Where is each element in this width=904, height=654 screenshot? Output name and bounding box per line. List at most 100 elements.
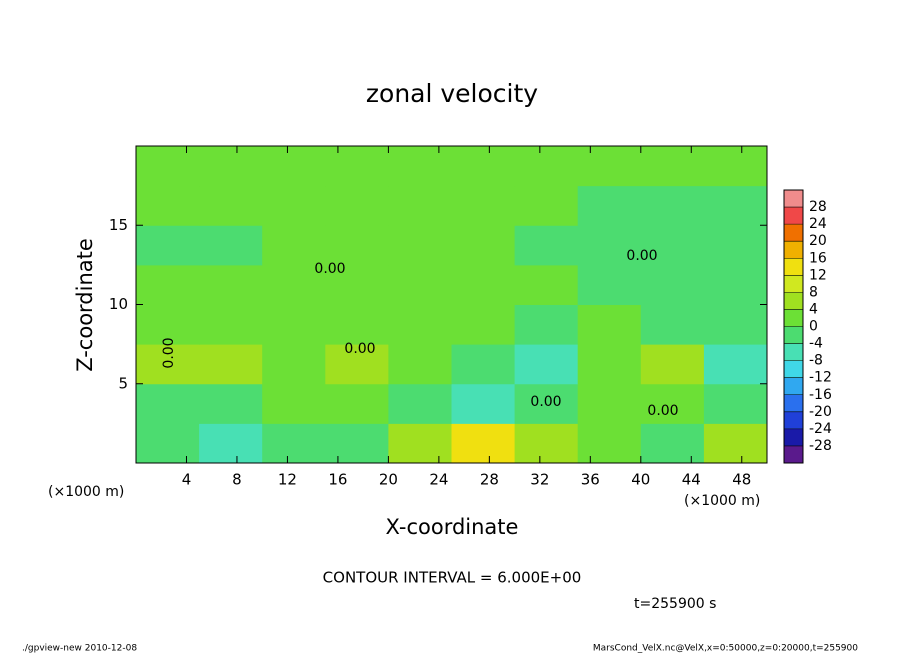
- colorbar-label: 12: [809, 267, 827, 283]
- field-cell: [577, 225, 642, 266]
- field-cell: [451, 264, 516, 305]
- x-tick-label: 12: [278, 471, 297, 489]
- field-cell: [703, 383, 768, 424]
- field-cell: [514, 344, 579, 385]
- field-cell: [577, 423, 642, 464]
- y-tick-label: 10: [109, 295, 128, 313]
- field-cell: [199, 264, 263, 305]
- field-cell: [577, 185, 642, 226]
- field-cell: [451, 304, 516, 345]
- field-cell: [325, 146, 389, 187]
- x-tick-label: 20: [379, 471, 398, 489]
- x-tick-label: 36: [581, 471, 600, 489]
- colorbar-swatch: [784, 309, 803, 327]
- colorbar-swatch: [784, 428, 803, 446]
- field-cell: [136, 225, 200, 266]
- x-tick-label: 16: [328, 471, 347, 489]
- field-cell: [136, 264, 200, 305]
- field-cell: [325, 185, 389, 226]
- field-cell: [640, 225, 705, 266]
- field-cell: [514, 146, 579, 187]
- colorbar-swatch: [784, 190, 803, 208]
- colorbar-swatch: [784, 292, 803, 310]
- x-unit: (×1000 m): [684, 493, 760, 509]
- field-cell: [199, 304, 263, 345]
- field-cell: [703, 264, 768, 305]
- field-cell: [136, 383, 200, 424]
- field-cell: [388, 304, 452, 345]
- field-cell: [703, 185, 768, 226]
- field-cell: [514, 304, 579, 345]
- field-cell: [199, 344, 263, 385]
- field-cell: [136, 344, 200, 385]
- field-cell: [262, 185, 326, 226]
- field-cell: [136, 304, 200, 345]
- colorbar-label: -8: [809, 353, 823, 369]
- field-cell: [325, 264, 389, 305]
- contour-label: 0.00: [626, 248, 657, 264]
- field-cell: [262, 344, 326, 385]
- colorbar-label: -4: [809, 336, 823, 352]
- colorbar-label: 0: [809, 319, 818, 335]
- field-cell: [262, 264, 326, 305]
- x-tick-label: 40: [631, 471, 650, 489]
- field-cell: [640, 146, 705, 187]
- field-cell: [640, 383, 705, 424]
- field-cell: [577, 344, 642, 385]
- colorbar-swatch: [784, 411, 803, 429]
- field-cell: [325, 225, 389, 266]
- field-cell: [325, 423, 389, 464]
- chart-title: zonal velocity: [366, 79, 538, 108]
- field-cell: [514, 383, 579, 424]
- field-cell: [703, 344, 768, 385]
- field-cell: [325, 383, 389, 424]
- colorbar-label: 16: [809, 250, 827, 266]
- field-cell: [388, 185, 452, 226]
- y-unit: (×1000 m): [48, 484, 124, 500]
- colorbar-swatch: [784, 394, 803, 412]
- colorbar-label: -16: [809, 387, 832, 403]
- field-cell: [703, 304, 768, 345]
- field-cell: [514, 185, 579, 226]
- field-cell: [262, 423, 326, 464]
- field-cell: [451, 185, 516, 226]
- colorbar-label: -12: [809, 370, 832, 386]
- colorbar-swatch: [784, 275, 803, 293]
- field-cell: [262, 304, 326, 345]
- x-tick-label: 32: [530, 471, 549, 489]
- contour-label: 0.00: [344, 341, 375, 357]
- colorbar-label: -28: [809, 438, 832, 454]
- field-cell: [640, 264, 705, 305]
- field-cell: [388, 344, 452, 385]
- field-cell: [199, 146, 263, 187]
- field-cell: [388, 146, 452, 187]
- field-cell: [199, 383, 263, 424]
- contour-label: 0.00: [530, 394, 561, 410]
- colorbar-label: -20: [809, 404, 832, 420]
- field-cell: [640, 344, 705, 385]
- field-cell: [199, 225, 263, 266]
- footer-right: MarsCond_VelX.nc@VelX,x=0:50000,z=0:2000…: [593, 644, 858, 654]
- field-cell: [325, 304, 389, 345]
- field-cell: [640, 423, 705, 464]
- colorbar-swatch: [784, 241, 803, 259]
- field-cell: [262, 146, 326, 187]
- colorbar-swatch: [784, 343, 803, 361]
- colorbar-label: -24: [809, 421, 832, 437]
- colorbar-label: 4: [809, 301, 818, 317]
- field-cell: [388, 225, 452, 266]
- time-label: t=255900 s: [634, 596, 716, 612]
- field-cell: [136, 146, 200, 187]
- colorbar-swatch: [784, 224, 803, 242]
- colorbar-swatch: [784, 326, 803, 344]
- colorbar-label: 8: [809, 284, 818, 300]
- colorbar-swatch: [784, 445, 803, 463]
- field-cell: [451, 146, 516, 187]
- field-cell: [577, 304, 642, 345]
- field-cell: [577, 146, 642, 187]
- y-tick-label: 5: [118, 374, 128, 392]
- contour-label: 0.00: [314, 261, 345, 277]
- colorbar-swatch: [784, 207, 803, 225]
- field-cell: [199, 423, 263, 464]
